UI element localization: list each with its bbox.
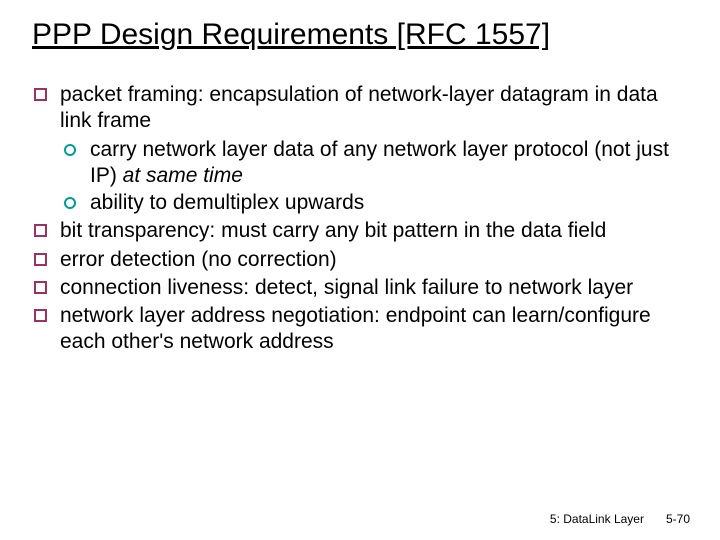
bullet-lead: connection liveness: — [60, 276, 249, 299]
square-icon — [34, 224, 47, 237]
bullet-text: (no correction) — [195, 248, 336, 271]
square-icon — [34, 88, 47, 101]
sub-carry-data: carry network layer data of any network … — [60, 137, 688, 190]
bullet-lead: network layer address negotiation: — [60, 304, 380, 327]
circle-icon — [64, 144, 76, 156]
bullet-lead: packet framing: — [60, 83, 204, 106]
slide-footer: 5: DataLink Layer 5-70 — [550, 512, 690, 526]
bullet-text: must carry any bit pattern in the data f… — [215, 219, 606, 242]
bullet-bit-transparency: bit transparency: must carry any bit pat… — [32, 218, 688, 244]
slide-title: PPP Design Requirements [RFC 1557] — [32, 18, 688, 52]
footer-page: 5-70 — [666, 512, 690, 526]
bullet-packet-framing: packet framing: encapsulation of network… — [32, 82, 688, 216]
bullet-list: packet framing: encapsulation of network… — [32, 82, 688, 356]
square-icon — [34, 309, 47, 322]
sub-text-emph: at same time — [123, 164, 243, 187]
sub-list: carry network layer data of any network … — [60, 137, 688, 217]
slide-container: PPP Design Requirements [RFC 1557] packe… — [0, 0, 720, 356]
square-icon — [34, 253, 47, 266]
square-icon — [34, 281, 47, 294]
sub-text: ability to demultiplex upwards — [90, 191, 364, 214]
bullet-connection-liveness: connection liveness: detect, signal link… — [32, 275, 688, 301]
bullet-lead: error detection — [60, 248, 195, 271]
footer-chapter: 5: DataLink Layer — [550, 512, 644, 526]
sub-demultiplex: ability to demultiplex upwards — [60, 190, 688, 216]
bullet-text: detect, signal link failure to network l… — [249, 276, 633, 299]
bullet-lead: bit transparency: — [60, 219, 215, 242]
bullet-error-detection: error detection (no correction) — [32, 247, 688, 273]
circle-icon — [64, 197, 76, 209]
bullet-address-negotiation: network layer address negotiation: endpo… — [32, 303, 688, 356]
